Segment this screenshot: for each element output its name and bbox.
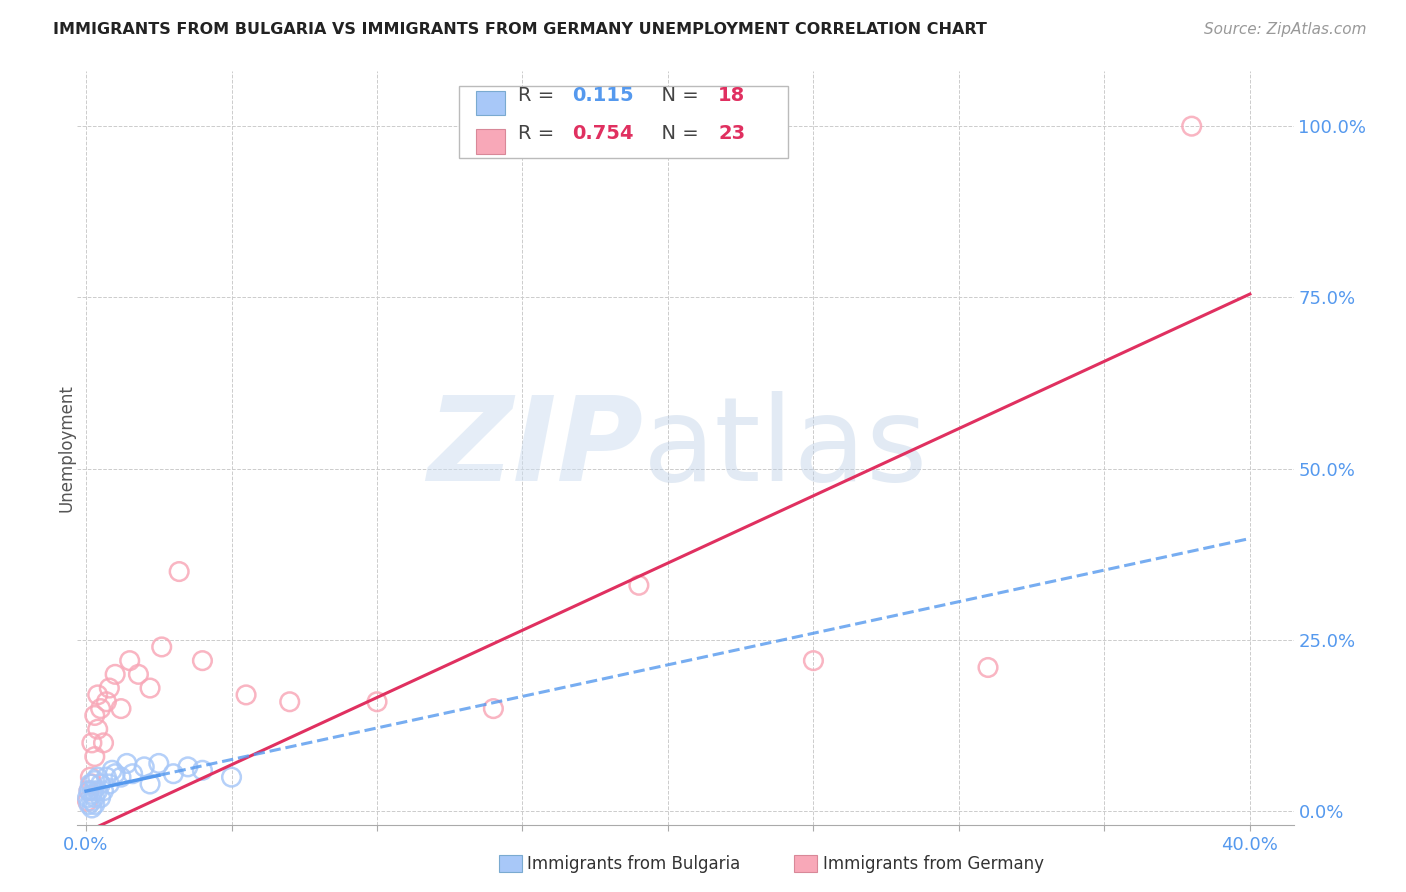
- Point: [118, 654, 141, 668]
- Point: [86, 784, 108, 798]
- Text: atlas: atlas: [643, 391, 928, 506]
- Point: [191, 764, 214, 778]
- Point: [139, 681, 162, 695]
- Text: R =: R =: [517, 124, 560, 144]
- Point: [93, 784, 115, 798]
- Point: [80, 736, 103, 750]
- Point: [77, 784, 100, 798]
- Point: [83, 790, 105, 805]
- Point: [80, 787, 103, 801]
- Point: [235, 688, 257, 702]
- Text: Source: ZipAtlas.com: Source: ZipAtlas.com: [1204, 22, 1367, 37]
- Point: [86, 770, 108, 784]
- Point: [134, 760, 156, 774]
- Point: [627, 578, 650, 592]
- Point: [803, 654, 825, 668]
- Bar: [477, 129, 505, 153]
- Point: [221, 770, 243, 784]
- Point: [162, 766, 184, 780]
- Point: [139, 777, 162, 791]
- Point: [82, 784, 104, 798]
- Point: [98, 681, 121, 695]
- Point: [77, 797, 100, 812]
- Point: [83, 773, 105, 788]
- Text: 0.754: 0.754: [572, 124, 634, 144]
- Point: [278, 695, 301, 709]
- Point: [977, 660, 1000, 674]
- Bar: [460, 86, 787, 158]
- Point: [127, 667, 149, 681]
- Point: [150, 640, 173, 654]
- Point: [80, 801, 103, 815]
- Point: [90, 701, 112, 715]
- Point: [482, 701, 505, 715]
- Text: ZIP: ZIP: [427, 391, 643, 506]
- Point: [191, 654, 214, 668]
- Point: [76, 790, 98, 805]
- Bar: [477, 91, 505, 115]
- Point: [1181, 119, 1204, 133]
- Point: [79, 777, 101, 791]
- Point: [366, 695, 388, 709]
- Point: [77, 784, 100, 798]
- Point: [90, 790, 112, 805]
- Point: [104, 667, 127, 681]
- Text: 23: 23: [718, 124, 745, 144]
- Point: [90, 777, 112, 791]
- Point: [80, 794, 103, 808]
- Text: R =: R =: [517, 86, 560, 104]
- Point: [96, 695, 118, 709]
- Point: [83, 708, 105, 723]
- Point: [96, 770, 118, 784]
- Text: Immigrants from Germany: Immigrants from Germany: [823, 855, 1043, 873]
- Point: [110, 770, 132, 784]
- Text: N =: N =: [650, 124, 704, 144]
- Point: [121, 766, 143, 780]
- Point: [83, 749, 105, 764]
- Point: [79, 770, 101, 784]
- Text: 18: 18: [718, 86, 745, 104]
- Point: [148, 756, 170, 771]
- Point: [83, 797, 105, 812]
- Point: [110, 701, 132, 715]
- Point: [167, 565, 190, 579]
- Text: Immigrants from Bulgaria: Immigrants from Bulgaria: [527, 855, 741, 873]
- Text: N =: N =: [650, 86, 704, 104]
- Text: 0.115: 0.115: [572, 86, 634, 104]
- Point: [76, 794, 98, 808]
- Point: [86, 722, 108, 736]
- Point: [101, 764, 124, 778]
- Point: [104, 766, 127, 780]
- Text: IMMIGRANTS FROM BULGARIA VS IMMIGRANTS FROM GERMANY UNEMPLOYMENT CORRELATION CHA: IMMIGRANTS FROM BULGARIA VS IMMIGRANTS F…: [53, 22, 987, 37]
- Point: [177, 760, 200, 774]
- Point: [98, 777, 121, 791]
- Point: [93, 736, 115, 750]
- Point: [115, 756, 138, 771]
- Point: [80, 777, 103, 791]
- Point: [86, 688, 108, 702]
- Y-axis label: Unemployment: Unemployment: [58, 384, 75, 512]
